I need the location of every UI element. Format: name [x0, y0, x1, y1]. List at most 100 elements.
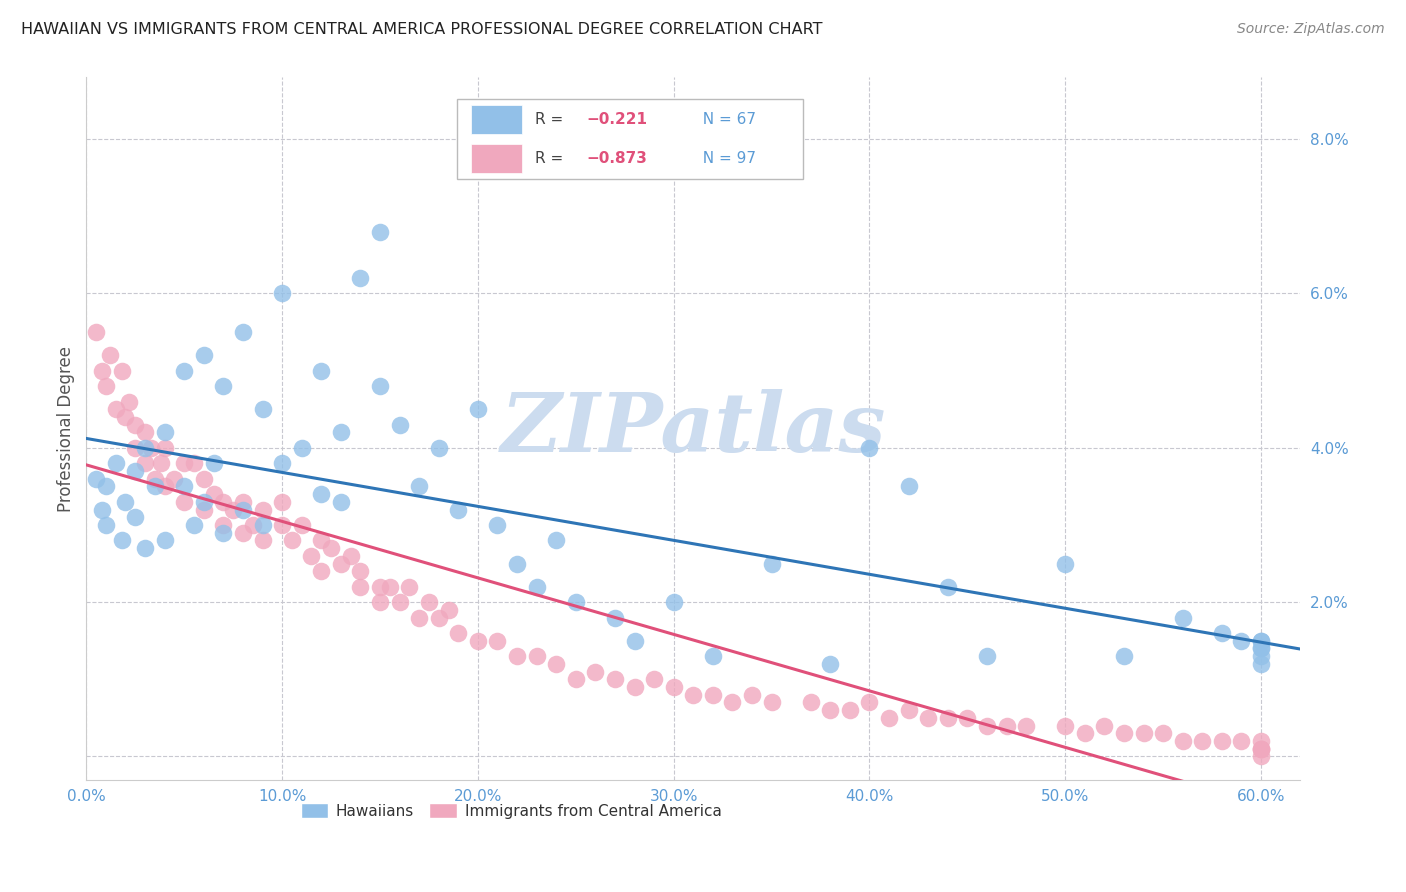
Point — [91, 364, 114, 378]
Point — [91, 502, 114, 516]
Point — [995, 718, 1018, 732]
Point — [506, 649, 529, 664]
Point — [252, 502, 274, 516]
Point — [820, 657, 842, 671]
Point — [84, 325, 107, 339]
Point — [309, 564, 332, 578]
Point — [193, 495, 215, 509]
Point — [917, 711, 939, 725]
Point — [447, 502, 470, 516]
Point — [232, 525, 254, 540]
Text: N = 67: N = 67 — [693, 112, 756, 127]
Point — [956, 711, 979, 725]
Point — [702, 649, 724, 664]
Point — [252, 518, 274, 533]
Point — [936, 711, 959, 725]
Point — [183, 456, 205, 470]
Point — [110, 364, 132, 378]
Point — [741, 688, 763, 702]
Point — [623, 680, 645, 694]
Point — [252, 402, 274, 417]
Point — [1250, 741, 1272, 756]
Point — [212, 495, 235, 509]
Point — [222, 502, 245, 516]
Point — [1152, 726, 1174, 740]
Point — [368, 580, 391, 594]
Point — [134, 441, 156, 455]
Point — [349, 580, 371, 594]
Point — [1230, 633, 1253, 648]
Point — [447, 626, 470, 640]
Y-axis label: Professional Degree: Professional Degree — [58, 345, 75, 511]
Point — [193, 502, 215, 516]
Point — [1054, 718, 1077, 732]
Point — [1171, 734, 1194, 748]
Point — [84, 472, 107, 486]
Text: Source: ZipAtlas.com: Source: ZipAtlas.com — [1237, 22, 1385, 37]
Point — [565, 595, 588, 609]
Point — [398, 580, 420, 594]
Point — [486, 518, 509, 533]
Point — [820, 703, 842, 717]
Point — [1094, 718, 1116, 732]
Point — [486, 633, 509, 648]
Point — [603, 610, 626, 624]
Point — [94, 518, 117, 533]
Point — [134, 541, 156, 555]
Point — [603, 673, 626, 687]
Point — [339, 549, 361, 563]
Point — [319, 541, 342, 555]
Point — [173, 364, 195, 378]
Point — [1250, 641, 1272, 656]
Text: −0.221: −0.221 — [586, 112, 647, 127]
Point — [252, 533, 274, 548]
Text: ZIPatlas: ZIPatlas — [501, 389, 886, 468]
Text: HAWAIIAN VS IMMIGRANTS FROM CENTRAL AMERICA PROFESSIONAL DEGREE CORRELATION CHAR: HAWAIIAN VS IMMIGRANTS FROM CENTRAL AMER… — [21, 22, 823, 37]
Point — [202, 456, 225, 470]
Point — [139, 441, 162, 455]
Point — [976, 718, 998, 732]
Point — [153, 533, 176, 548]
Point — [1054, 557, 1077, 571]
Point — [271, 495, 294, 509]
Point — [153, 479, 176, 493]
Point — [721, 695, 744, 709]
Point — [173, 456, 195, 470]
Point — [329, 425, 352, 440]
Point — [153, 441, 176, 455]
Point — [134, 425, 156, 440]
Point — [877, 711, 900, 725]
Point — [118, 394, 141, 409]
Point — [976, 649, 998, 664]
Point — [271, 456, 294, 470]
Point — [212, 379, 235, 393]
Point — [153, 425, 176, 440]
Point — [643, 673, 665, 687]
Point — [104, 402, 127, 417]
Point — [583, 665, 606, 679]
Point — [408, 610, 430, 624]
Point — [565, 673, 588, 687]
Text: R =: R = — [536, 112, 568, 127]
Point — [1211, 626, 1233, 640]
Point — [662, 680, 685, 694]
Point — [1191, 734, 1213, 748]
Point — [173, 495, 195, 509]
Point — [212, 525, 235, 540]
Point — [309, 364, 332, 378]
Point — [761, 557, 783, 571]
Point — [163, 472, 186, 486]
Point — [936, 580, 959, 594]
Point — [858, 441, 880, 455]
Point — [408, 479, 430, 493]
Point — [232, 325, 254, 339]
Point — [1230, 734, 1253, 748]
Point — [329, 557, 352, 571]
Point — [1171, 610, 1194, 624]
Point — [242, 518, 264, 533]
Point — [271, 286, 294, 301]
Point — [202, 487, 225, 501]
Point — [124, 417, 146, 432]
Point — [301, 549, 323, 563]
Point — [467, 402, 489, 417]
